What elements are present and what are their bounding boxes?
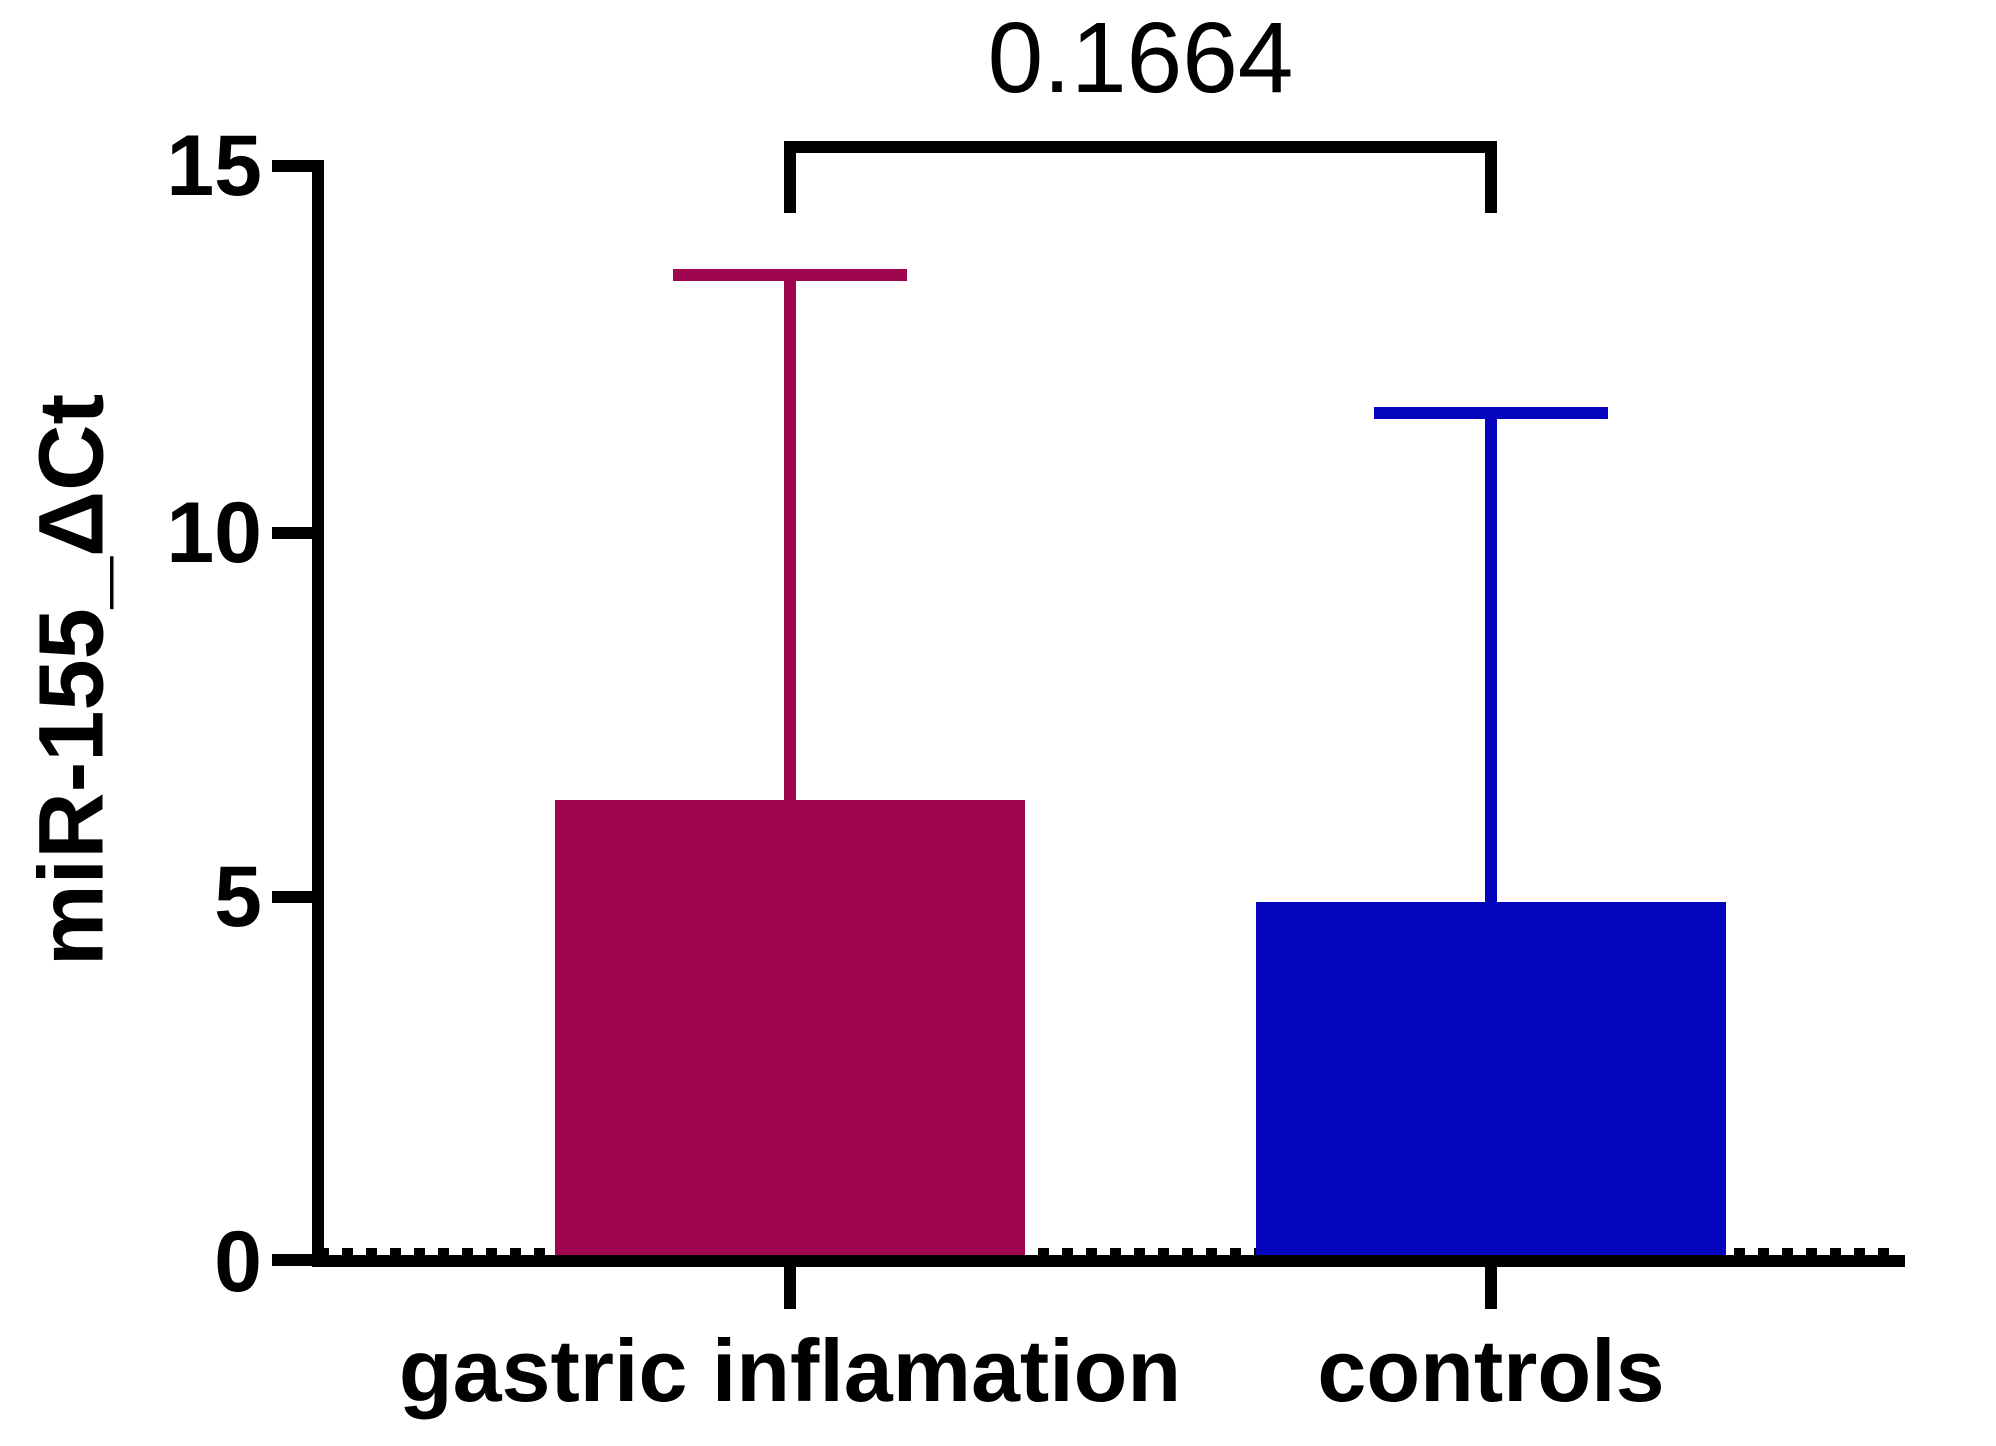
zero-baseline-dotted-line bbox=[318, 1248, 1896, 1256]
significance-bracket bbox=[784, 141, 1497, 213]
x-category-label-gastric-inflamation: gastric inflamation bbox=[398, 1321, 1182, 1420]
x-tick-gastric-inflamation bbox=[784, 1267, 796, 1309]
y-tick-5 bbox=[272, 891, 318, 903]
x-category-label-controls: controls bbox=[1317, 1321, 1665, 1420]
bar-controls bbox=[1256, 901, 1726, 1259]
p-value-label: 0.1664 bbox=[987, 2, 1294, 114]
y-axis-line bbox=[312, 160, 324, 1267]
x-tick-controls bbox=[1485, 1267, 1497, 1309]
error-bar-cap-gastric-inflamation bbox=[673, 268, 907, 281]
error-bar-line-controls bbox=[1485, 413, 1497, 902]
bar-gastric-inflamation bbox=[555, 799, 1025, 1259]
y-axis-title: miR-155_ΔCt bbox=[20, 393, 123, 967]
y-tick-0 bbox=[272, 1254, 318, 1266]
error-bar-line-gastric-inflamation bbox=[784, 274, 796, 800]
x-axis-line bbox=[312, 1255, 1905, 1267]
error-bar-cap-controls bbox=[1374, 407, 1608, 420]
y-tick-15 bbox=[272, 160, 318, 172]
y-tick-label-0: 0 bbox=[214, 1214, 262, 1310]
y-tick-label-15: 15 bbox=[166, 118, 262, 214]
y-tick-label-5: 5 bbox=[214, 849, 262, 945]
y-tick-label-10: 10 bbox=[166, 485, 262, 581]
y-tick-10 bbox=[272, 527, 318, 539]
